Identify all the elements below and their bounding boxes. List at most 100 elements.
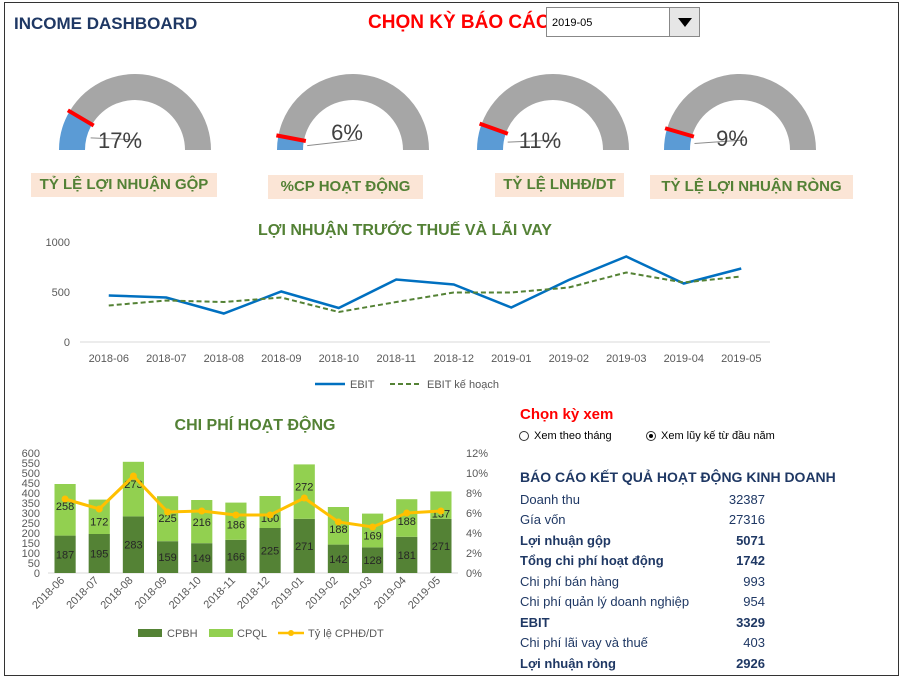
period-select[interactable]: 2019-05	[546, 7, 700, 37]
gauge-value: 9%	[716, 126, 748, 151]
y-tick-label-left: 550	[22, 458, 40, 470]
gauge-track	[278, 74, 429, 150]
bar-cpbh	[396, 536, 418, 573]
report-row-value: 1742	[736, 553, 765, 569]
gauge-track	[69, 74, 211, 150]
x-tick-label: 2019-02	[549, 353, 589, 365]
gauge-value: 17%	[97, 128, 143, 153]
data-label-cpbh: 142	[329, 554, 347, 566]
data-label-cpbh: 181	[398, 550, 416, 562]
x-tick-label: 2018-06	[30, 575, 67, 612]
legend-cpbh-label: CPBH	[167, 628, 198, 640]
ebit-line-chart: 0 500 1000 2018-06 2018-07 2018-08 2018-09 2018…	[46, 237, 770, 391]
bar-cpbh	[293, 518, 315, 573]
report-row: Chi phí lãi vay và thuế 403	[520, 633, 765, 654]
data-label-cpbh: 159	[158, 552, 176, 564]
report-row-label: EBIT	[520, 614, 550, 630]
report-row: Gía vốn 27316	[520, 510, 765, 531]
bar-cpql	[225, 502, 247, 540]
data-label-cpql: 188	[329, 524, 347, 536]
x-tick-label: 2019-03	[338, 575, 375, 612]
view-option-monthly[interactable]: Xem theo tháng	[519, 430, 612, 442]
cost-chart-title: CHI PHÍ HOẠT ĐỘNG	[174, 417, 336, 434]
gauge-label: %CP HOẠT ĐỘNG	[268, 175, 423, 199]
bar-cpbh	[225, 539, 247, 573]
bar-cpql	[327, 507, 350, 545]
y-tick-label: 1000	[46, 237, 70, 249]
gauge-marker	[478, 121, 509, 136]
data-label-cpbh: 166	[227, 551, 245, 563]
report-row-label: Chi phí lãi vay và thuế	[520, 635, 648, 651]
report-row-value: 2926	[736, 655, 765, 671]
period-dropdown-button[interactable]	[669, 8, 699, 36]
x-tick-label: 2018-11	[376, 353, 416, 365]
y-tick-label-left: 400	[22, 488, 40, 500]
data-label-cpbh: 271	[295, 541, 313, 553]
y-tick-label-left: 150	[22, 538, 40, 550]
x-tick-label: 2018-09	[133, 575, 170, 612]
y-tick-label-left: 100	[22, 548, 40, 560]
y-tick-label-left: 500	[22, 468, 40, 480]
report-row-label: Chi phí bán hàng	[520, 573, 620, 589]
x-tick-label: 2018-09	[261, 353, 301, 365]
y-tick-label-right: 8%	[466, 488, 482, 500]
ratio-point	[437, 507, 445, 515]
gauge-chart	[664, 74, 816, 150]
report-row: Lợi nhuận ròng 2926	[520, 653, 765, 674]
y-tick-label-left: 450	[22, 478, 40, 490]
radio-checked-icon[interactable]	[646, 431, 656, 441]
report-row-label: Gía vốn	[520, 512, 566, 528]
bar-cpbh	[88, 534, 110, 573]
bar-cpql	[54, 484, 76, 536]
y-tick-label-right: 6%	[466, 508, 482, 520]
x-tick-label: 2019-04	[664, 353, 704, 365]
report-row-label: Doanh thu	[520, 491, 580, 507]
bar-cpql	[361, 513, 384, 548]
bar-cpql	[293, 464, 315, 519]
app-title: INCOME DASHBOARD	[14, 14, 198, 33]
gauge-marker	[276, 133, 307, 143]
data-label-cpql: 188	[398, 516, 416, 528]
report-row-value: 403	[743, 635, 765, 651]
x-tick-label: 2018-11	[202, 575, 238, 611]
data-label-cpql: 272	[295, 481, 313, 493]
y-tick-label-left: 200	[22, 528, 40, 540]
gauge-leader-line	[507, 139, 558, 143]
y-tick-label-left: 600	[22, 448, 40, 460]
gauge-value: 6%	[331, 120, 363, 145]
ratio-point	[266, 511, 274, 519]
report-row-label: Tổng chi phí hoạt động	[520, 553, 664, 569]
legend-ebit-plan-label: EBIT kế hoạch	[427, 379, 499, 391]
data-label-cpql: 216	[193, 517, 211, 529]
x-tick-label: 2019-02	[304, 575, 341, 612]
gauge-chart	[477, 74, 629, 150]
report-row-label: Chi phí quản lý doanh nghiệp	[520, 594, 690, 610]
ratio-point	[164, 508, 172, 516]
data-label-cpql: 225	[158, 513, 176, 525]
period-label: CHỌN KỲ BÁO CÁO	[368, 12, 551, 33]
data-label-cpql: 169	[363, 531, 381, 543]
view-option-ytd[interactable]: Xem lũy kế từ đầu năm	[646, 430, 775, 442]
period-select-value: 2019-05	[552, 17, 593, 29]
bar-cpbh	[156, 541, 179, 573]
y-tick-label-left: 300	[22, 508, 40, 520]
y-tick-label-left: 0	[34, 568, 40, 580]
y-tick-label-left: 250	[22, 518, 40, 530]
ratio-point	[95, 505, 103, 513]
radio-unchecked-icon[interactable]	[519, 431, 529, 441]
report-row-value: 27316	[728, 512, 765, 528]
x-tick-label: 2018-07	[146, 353, 186, 365]
report-row: Tổng chi phí hoạt động 1742	[520, 551, 765, 572]
data-label-cpbh: 149	[193, 553, 211, 565]
legend-ratio-marker	[288, 630, 294, 636]
report-title: BÁO CÁO KẾT QUẢ HOẠT ĐỘNG KINH DOANH	[520, 469, 836, 485]
x-tick-label: 2019-01	[491, 353, 531, 365]
gauge-marker	[66, 108, 95, 128]
data-label-cpbh: 128	[363, 555, 381, 567]
report-row-value: 993	[743, 573, 765, 589]
bar-cpbh	[259, 528, 281, 573]
x-tick-label: 2019-05	[406, 575, 443, 612]
x-tick-label: 2019-04	[372, 575, 409, 612]
ratio-point	[198, 507, 206, 515]
gauge-leader-line	[307, 139, 358, 147]
